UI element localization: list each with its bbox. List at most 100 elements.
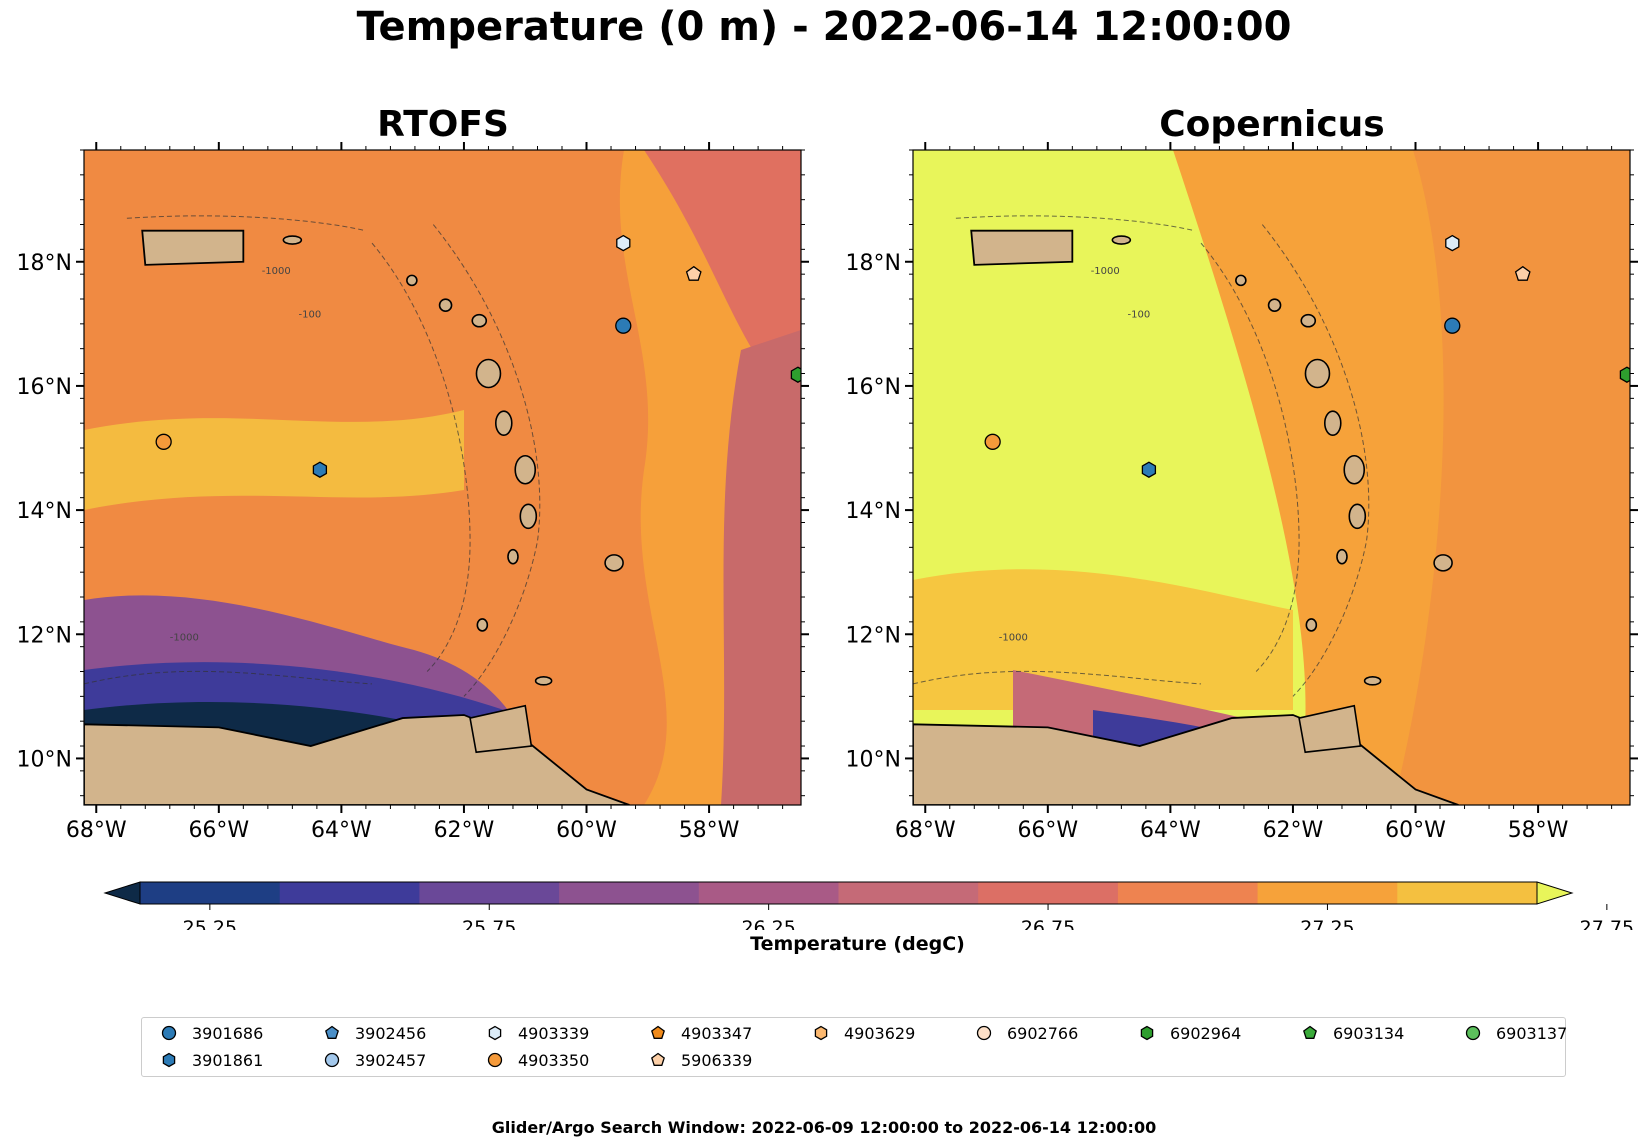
legend-label: 3902457 xyxy=(355,1050,427,1070)
y-tick-label: 12°N xyxy=(846,623,901,648)
contour-label: -1000 xyxy=(170,632,199,643)
legend-marker xyxy=(1140,1025,1154,1041)
island xyxy=(475,358,502,389)
island xyxy=(406,274,418,287)
island xyxy=(1323,410,1342,436)
bathymetry-contour xyxy=(1200,242,1300,672)
map-panel-rtofs: -1000 -100 -1000 68°W 66°W 64°W 62°W 60°W 58°W 18… xyxy=(17,142,809,843)
legend-marker xyxy=(814,1025,828,1041)
colorbar-extend-max xyxy=(1536,881,1574,905)
map-frame xyxy=(912,149,1631,806)
float-marker-4903350 xyxy=(155,433,172,450)
island xyxy=(1111,235,1132,245)
colorbar-extend-min xyxy=(103,881,141,905)
map-frame xyxy=(83,149,802,806)
x-tick-label: 66°W xyxy=(188,818,249,843)
legend-item-5906339: 5906339 xyxy=(649,1049,752,1071)
colorbar-segment xyxy=(838,882,979,904)
legend-marker xyxy=(1465,1025,1481,1041)
puerto-rico-land xyxy=(141,229,245,266)
legend-marker xyxy=(324,1052,340,1068)
colorbar-tick-label: 27.75 xyxy=(1580,917,1634,930)
y-tick-label: 16°N xyxy=(17,375,72,400)
bathymetry-contour xyxy=(955,215,1196,232)
legend-marker xyxy=(161,1025,177,1041)
colorbar-segment xyxy=(559,882,700,904)
float-marker-3901686 xyxy=(1444,317,1461,334)
contour-label: -1000 xyxy=(999,632,1028,643)
legend-marker xyxy=(976,1025,992,1041)
bathymetry-contour xyxy=(432,224,541,697)
colorbar-tick-label: 26.25 xyxy=(741,917,795,930)
hexagon-marker-icon xyxy=(488,1025,502,1041)
y-tick-label: 18°N xyxy=(17,251,72,276)
legend-item-3902457: 3902457 xyxy=(323,1049,426,1071)
legend-item-3901686: 3901686 xyxy=(160,1022,263,1044)
bathymetry-contour xyxy=(126,215,367,232)
float-marker-4903339 xyxy=(616,234,631,252)
x-tick-label: 64°W xyxy=(311,818,372,843)
legend-label: 6903137 xyxy=(1496,1023,1568,1043)
colorbar-segment xyxy=(1117,882,1259,904)
legend-item-3901861: 3901861 xyxy=(160,1049,263,1071)
colorbar-label: Temperature (degC) xyxy=(750,933,965,955)
bathymetry-contour xyxy=(913,670,1202,685)
float-marker-5906339 xyxy=(1514,265,1531,281)
legend-marker xyxy=(487,1052,503,1068)
x-tick-label: 58°W xyxy=(679,818,740,843)
search-window-caption: Glider/Argo Search Window: 2022-06-09 12… xyxy=(491,1118,1157,1137)
colorbar-segment xyxy=(279,882,420,904)
legend-item-6903137: 6903137 xyxy=(1464,1022,1567,1044)
panel-title-rtofs: RTOFS xyxy=(377,104,509,145)
colorbar-tick-label: 25.75 xyxy=(462,917,516,930)
x-tick-label: 60°W xyxy=(1385,818,1446,843)
legend-label: 6902964 xyxy=(1170,1023,1242,1043)
island xyxy=(1343,454,1366,485)
hexagon-marker-icon xyxy=(814,1025,828,1041)
legend-label: 4903347 xyxy=(681,1023,753,1043)
island xyxy=(471,313,488,328)
trinidad-land xyxy=(469,704,533,754)
colorbar-segment xyxy=(1397,882,1538,904)
figure-title: Temperature (0 m) - 2022-06-14 12:00:00 xyxy=(356,4,1292,50)
x-tick-label: 62°W xyxy=(1263,818,1324,843)
colorbar-segment xyxy=(978,882,1119,904)
y-tick-label: 10°N xyxy=(17,747,72,772)
bathymetry-contour xyxy=(84,670,373,685)
island xyxy=(519,503,538,530)
island xyxy=(1235,274,1247,287)
legend-marker xyxy=(1303,1025,1317,1039)
colorbar-segment xyxy=(419,882,560,904)
island xyxy=(1304,358,1331,389)
bathymetry-contour xyxy=(1261,224,1370,697)
legend-item-4903350: 4903350 xyxy=(486,1049,589,1071)
x-tick-label: 60°W xyxy=(556,818,617,843)
legend-item-4903629: 4903629 xyxy=(812,1022,915,1044)
island xyxy=(604,554,624,572)
legend-item-6902766: 6902766 xyxy=(975,1022,1078,1044)
island xyxy=(1267,298,1282,313)
x-tick-label: 68°W xyxy=(895,818,956,843)
legend-label: 3901861 xyxy=(192,1050,264,1070)
float-marker-3901861 xyxy=(1141,461,1157,478)
float-marker-4903339 xyxy=(1445,234,1460,252)
legend-item-4903339: 4903339 xyxy=(486,1022,589,1044)
pentagon-marker-icon xyxy=(651,1025,665,1039)
bathymetry-contour xyxy=(371,242,471,672)
x-tick-label: 58°W xyxy=(1508,818,1569,843)
pentagon-marker-icon xyxy=(651,1052,665,1066)
float-marker-4903350 xyxy=(984,433,1001,450)
pentagon-marker-icon xyxy=(325,1025,339,1039)
y-tick-label: 16°N xyxy=(846,375,901,400)
pentagon-marker-icon xyxy=(1303,1025,1317,1039)
y-tick-label: 14°N xyxy=(846,499,901,524)
island xyxy=(494,410,513,436)
colorbar-tick-label: 27.25 xyxy=(1300,917,1354,930)
contour-label: -100 xyxy=(298,310,321,321)
map-panel-copernicus: -1000 -100 -1000 68°W 66°W 64°W 62°W 60°W 58°W 18… xyxy=(846,142,1638,843)
island xyxy=(1300,313,1317,328)
float-legend: 3901686 3901861 3902456 3902457 4903339 49033… xyxy=(141,1017,1567,1077)
circle-marker-icon xyxy=(161,1025,177,1041)
legend-marker xyxy=(325,1025,339,1039)
island xyxy=(1363,676,1382,686)
